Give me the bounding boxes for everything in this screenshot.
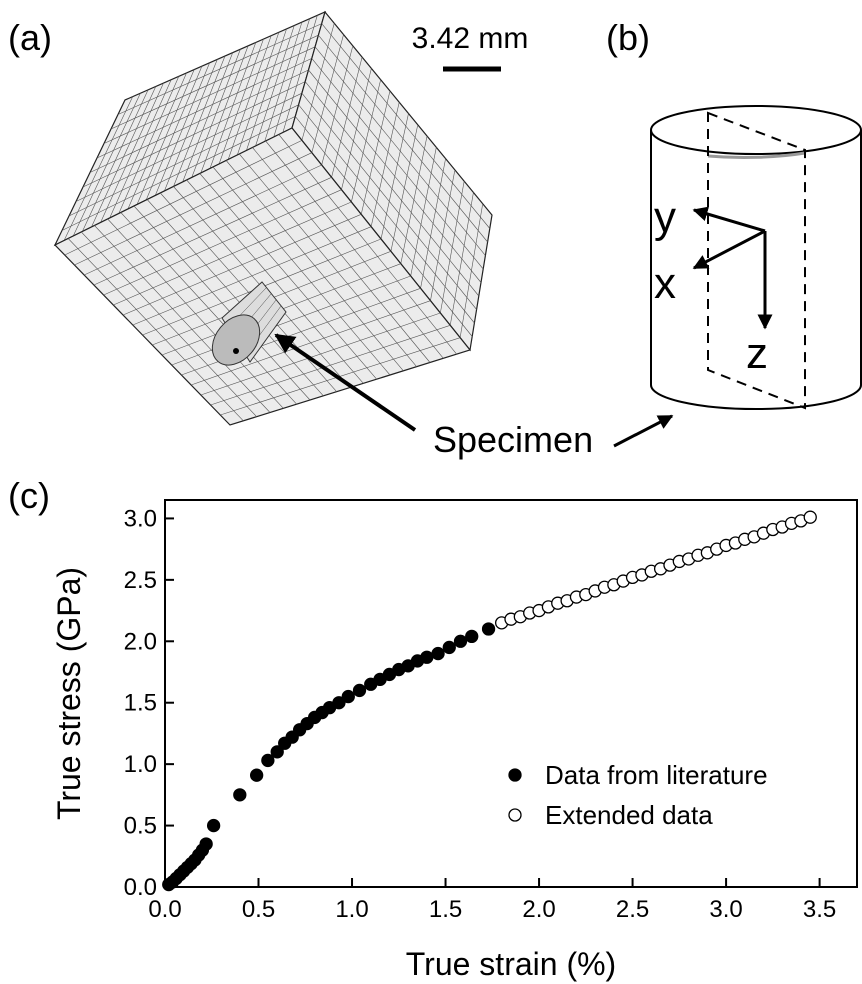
y-tick-label: 2.5 [124, 567, 157, 594]
x-tick-label: 2.0 [522, 896, 555, 923]
point [234, 789, 246, 801]
scale-bar-label: 3.42 mm [412, 22, 529, 55]
point [483, 623, 495, 635]
legend-marker [509, 809, 521, 821]
specimen-center [233, 348, 239, 354]
legend-marker [509, 769, 521, 781]
y-axis-label: True stress (GPa) [51, 567, 87, 820]
page: Specimen (a) 3.42 mm (b) y x z (c) 0.0 0.… [0, 0, 862, 984]
specimen-label: Specimen [433, 419, 593, 460]
point [804, 511, 816, 523]
x-axis-label: True strain (%) [406, 946, 616, 982]
point [455, 635, 467, 647]
x-tick-label: 3.5 [803, 896, 836, 923]
panel-label: (c) [8, 475, 50, 516]
y-tick-label: 2.0 [124, 628, 157, 655]
x-tick-label: 2.5 [616, 896, 649, 923]
point [466, 630, 478, 642]
y-tick-label: 0.5 [124, 813, 157, 840]
axis-name: x [654, 259, 676, 308]
panel-label: (a) [8, 17, 52, 58]
point [262, 754, 274, 766]
figure: Specimen (a) 3.42 mm (b) y x z (c) 0.0 0.… [0, 0, 862, 984]
axis-name: z [746, 329, 768, 378]
mesh-cube [55, 12, 492, 425]
point [421, 651, 433, 663]
plot-frame [165, 500, 857, 887]
x-tick-label: 1.5 [429, 896, 462, 923]
y-tick-label: 1.5 [124, 690, 157, 717]
point [354, 684, 366, 696]
x-tick-label: 0.5 [242, 896, 275, 923]
legend-label: Data from literature [545, 760, 768, 790]
point [443, 641, 455, 653]
axes-triad [694, 210, 765, 328]
y-tick-label: 3.0 [124, 505, 157, 532]
x-tick-label: 3.0 [709, 896, 742, 923]
axis-arrow [694, 231, 765, 268]
x-tick-label: 1.0 [335, 896, 368, 923]
axis-name: y [654, 193, 676, 242]
point [208, 820, 220, 832]
point [251, 769, 263, 781]
axis-arrow [694, 210, 765, 231]
point [342, 691, 354, 703]
y-tick-label: 0.0 [124, 874, 157, 901]
point [200, 838, 212, 850]
y-tick-label: 1.0 [124, 751, 157, 778]
panel-label: (b) [606, 17, 650, 58]
cylinder-top [651, 106, 861, 154]
legend-label: Extended data [545, 800, 713, 830]
point [432, 648, 444, 660]
callout-arrow [614, 416, 672, 446]
